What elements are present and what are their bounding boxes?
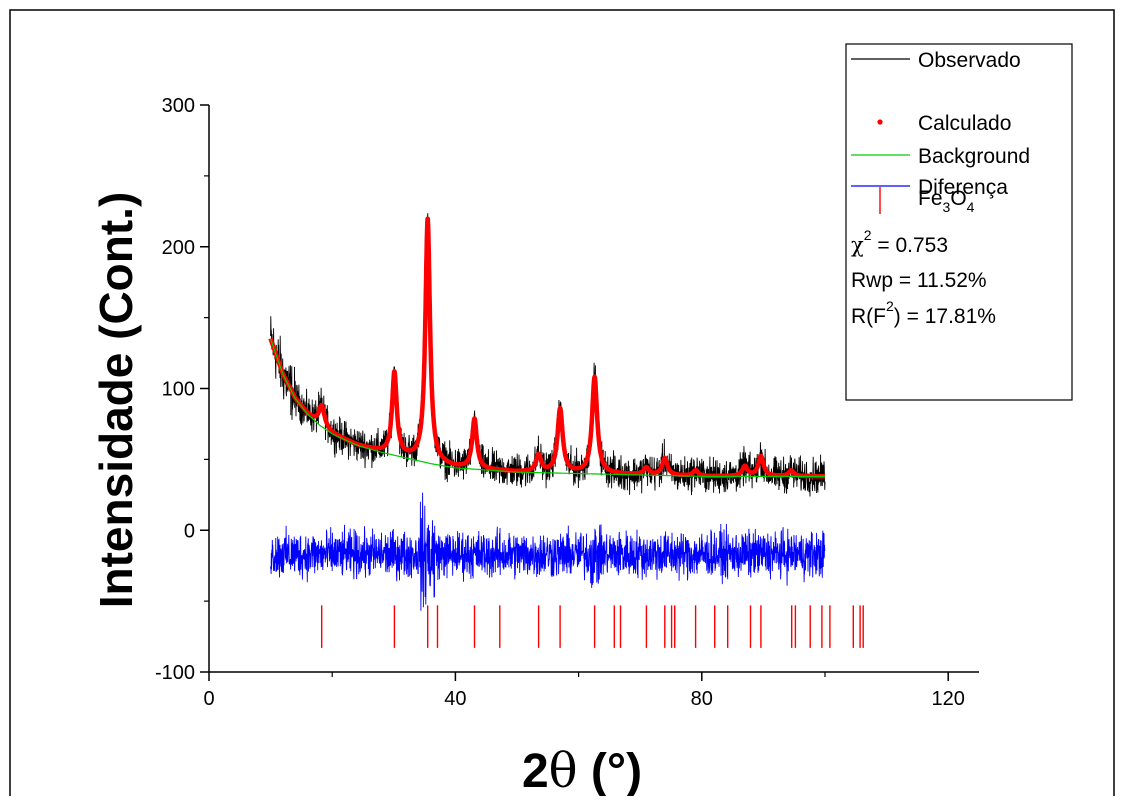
x-ticks: 0 40 80 120 xyxy=(203,672,965,710)
legend-label-diferenca: Diferença xyxy=(918,176,1008,199)
legend-fe3o4-sub4: 4 xyxy=(967,199,975,215)
x-axis-title: 2θ (°) xyxy=(522,743,642,796)
legend-label-fe3o4: Fe3O4 xyxy=(918,187,975,215)
x-axis-title-unit: (°) xyxy=(578,745,643,796)
x-tick-label: 40 xyxy=(444,688,466,710)
observed-line xyxy=(270,213,826,497)
y-tick-label: -100 xyxy=(155,662,195,684)
x-axis-title-theta: θ xyxy=(549,743,578,796)
y-ticks: -100 0 100 200 300 xyxy=(155,95,209,684)
legend-swatch-calculado xyxy=(877,119,883,125)
observed-series xyxy=(270,213,826,497)
difference-line xyxy=(270,492,826,611)
x-tick-label: 0 xyxy=(203,688,214,710)
legend-fe3o4-sub3: 3 xyxy=(943,199,951,215)
legend-fe3o4-o: O xyxy=(950,187,966,210)
background-overlay xyxy=(270,338,825,477)
y-axis-title: Intensidade (Cont.) xyxy=(90,192,142,609)
chi-superscript: 2 xyxy=(864,227,872,243)
x-tick-label: 80 xyxy=(691,688,713,710)
difference-series xyxy=(270,492,826,611)
background-line xyxy=(270,338,825,477)
legend-rf2: R(F2) = 17.81% xyxy=(851,298,996,328)
legend-label-observado: Observado xyxy=(918,49,1021,72)
legend-rwp: Rwp = 11.52% xyxy=(851,269,987,292)
legend: Observado Calculado Background Diferença… xyxy=(845,43,1073,401)
legend-fe3o4-fe: Fe xyxy=(918,187,943,210)
x-axis-title-2: 2 xyxy=(522,745,549,796)
calculated-series xyxy=(268,216,828,479)
legend-label-background: Background xyxy=(918,145,1030,168)
figure-border xyxy=(9,9,1115,801)
rf-value: ) = 17.81% xyxy=(894,305,996,328)
y-tick-label: 300 xyxy=(162,95,195,117)
chi-symbol: χ xyxy=(851,233,864,257)
phase-reflections xyxy=(321,605,864,648)
y-tick-label: 0 xyxy=(184,520,195,542)
y-tick-label: 100 xyxy=(162,379,195,401)
chi-value: = 0.753 xyxy=(872,234,948,257)
rf-prefix: R(F xyxy=(851,305,886,328)
legend-chi-squared: χ2 = 0.753 xyxy=(851,227,948,257)
rf-superscript: 2 xyxy=(886,298,894,314)
y-tick-label: 200 xyxy=(162,237,195,259)
calculated-line xyxy=(268,216,828,479)
x-tick-label: 120 xyxy=(932,688,965,710)
legend-label-calculado: Calculado xyxy=(918,112,1011,135)
legend-box xyxy=(845,43,1073,401)
